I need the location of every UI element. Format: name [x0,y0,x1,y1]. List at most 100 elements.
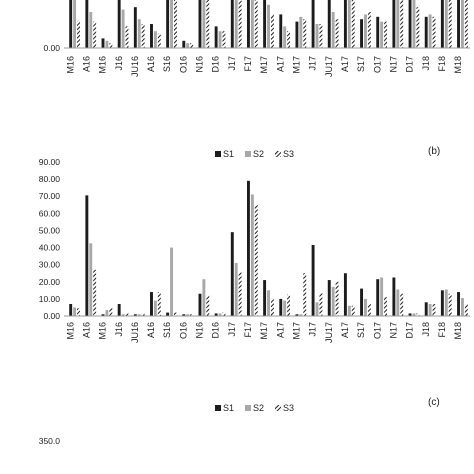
bar-series-2 [396,0,400,48]
legend-swatch-s2 [245,405,251,411]
legend-swatch-s1 [215,151,221,157]
bar-series-3 [400,0,404,49]
x-tick-label: D16 [211,56,221,73]
bar-series-1 [230,0,234,48]
y-tick-label: 20.00 [39,277,61,287]
bar-s1 [214,313,218,316]
bar-series-1 [360,19,364,48]
legend-label-s2: S2 [253,403,264,413]
bar-series-3 [448,0,452,48]
x-tick-label: J16 [114,56,124,71]
x-tick-label: A16 [146,56,156,72]
x-tick-label: A17 [340,56,350,72]
x-tick-label: N17 [388,322,398,339]
x-tick-label: N17 [388,56,398,73]
bar-series-3 [384,21,387,48]
legend-swatch-s2 [245,151,251,157]
bar-series-1 [150,24,153,48]
bar-s1 [376,279,380,316]
legend-swatch-s1 [215,405,221,411]
bar-s3 [432,304,436,316]
x-tick-label: S16 [162,322,172,338]
x-tick-label: JU17 [324,56,334,77]
bar-s3 [125,313,129,316]
bar-series-3 [93,21,97,48]
bar-s3 [400,293,404,316]
bar-s3 [157,292,161,316]
bar-s3 [448,293,452,316]
bar-s3 [174,312,177,316]
bar-s1 [198,293,202,316]
bar-series-1 [311,0,315,49]
bar-series-1 [246,0,250,48]
bar-series-3 [464,0,468,48]
bar-series-2 [202,0,206,48]
bar-s2 [186,314,190,316]
panel-label: (b) [428,146,440,157]
bar-series-3 [319,24,323,48]
y-tick-label: 0.00 [43,43,60,53]
bar-s1 [166,312,170,316]
x-tick-label: J16 [114,322,124,337]
bar-series-3 [270,14,274,48]
x-tick-label: M17 [292,56,302,74]
bar-s3 [141,313,145,316]
bar-series-3 [77,21,80,48]
x-tick-label: F18 [437,56,447,72]
bar-series-2 [121,9,125,49]
bar-series-2 [105,40,109,48]
bar-series-3 [416,7,420,48]
x-tick-label: M17 [259,56,269,74]
bar-s2 [444,289,448,316]
bar-series-2 [267,4,270,49]
bar-s2 [121,314,125,316]
x-tick-label: O16 [178,322,188,339]
x-tick-label: D17 [405,322,415,339]
x-tick-label: F17 [243,56,253,72]
bar-series-3 [335,19,339,48]
bar-s3 [206,295,210,316]
x-tick-label: N16 [195,56,205,73]
bar-series-2 [170,0,174,48]
bar-series-3 [174,0,177,48]
y-tick-label: 40.00 [39,243,61,253]
bar-series-1 [214,26,218,48]
bar-series-3 [303,19,307,48]
bar-s1 [343,273,347,316]
x-tick-label: N16 [195,322,205,339]
bar-s2 [218,313,222,316]
bar-s1 [408,313,412,316]
x-tick-label: J17 [227,322,237,337]
bar-series-3 [141,24,145,48]
bar-series-2 [137,19,141,48]
bar-s3 [222,312,226,316]
bar-series-2 [153,31,157,48]
bar-series-3 [254,0,258,48]
bar-series-3 [238,0,242,48]
bar-s2 [347,305,351,316]
x-tick-label: F17 [243,322,253,338]
y-tick-label: 10.00 [39,294,61,304]
bar-s2 [315,302,319,316]
bar-s2 [283,300,287,316]
bar-series-3 [287,31,291,48]
bar-s3 [190,314,194,316]
bar-s1 [440,290,444,316]
bar-series-2 [299,16,303,48]
bar-series-3 [190,43,194,48]
x-tick-label: M16 [65,56,75,74]
bar-s3 [238,272,242,316]
bar-series-2 [89,12,93,48]
bar-series-3 [109,43,113,48]
x-tick-label: O16 [178,56,188,73]
bar-series-3 [367,12,371,48]
bar-s1 [117,304,121,316]
bar-s2 [331,286,335,316]
legend-swatch-s3 [275,405,281,411]
x-tick-label: F18 [437,322,447,338]
bar-s1 [246,180,250,316]
bar-s3 [384,297,387,316]
bar-s2 [412,313,416,316]
bar-series-1 [166,0,170,48]
